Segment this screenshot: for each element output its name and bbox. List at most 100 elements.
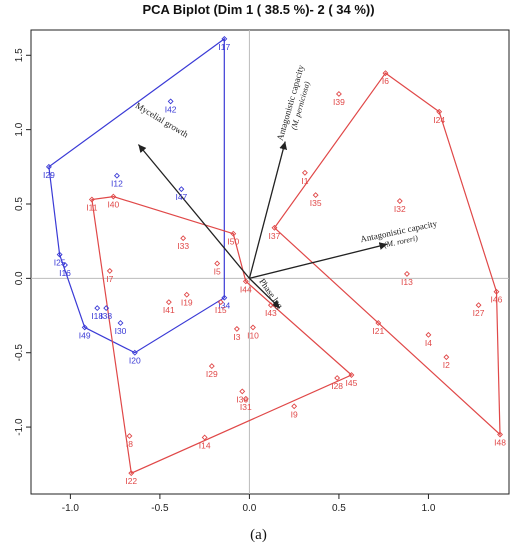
point-marker — [493, 288, 500, 295]
point-marker — [475, 302, 482, 309]
point-label: I21 — [372, 326, 384, 336]
group-3-hull — [273, 72, 501, 436]
point-marker — [221, 294, 228, 301]
arrow-4-label: Phase lag — [257, 277, 285, 311]
loading-arrows: Mycelial growth Antagonistic capacity(M. … — [134, 63, 439, 311]
x-tick-label: 1.0 — [421, 503, 435, 514]
point-marker — [375, 320, 382, 326]
point-label: I8 — [126, 439, 133, 449]
point-marker — [113, 172, 120, 179]
point-marker — [208, 363, 215, 370]
point-label: I20 — [129, 356, 141, 366]
x-tick-label: 0.0 — [242, 503, 256, 514]
point-marker — [242, 278, 249, 285]
point-label: I1 — [301, 176, 308, 186]
point-label: I11 — [86, 203, 97, 213]
point-label: I47 — [175, 192, 187, 202]
figure-caption: (a) — [250, 527, 267, 543]
point-marker — [242, 395, 249, 402]
point-label: I35 — [310, 198, 322, 208]
point-label: I31 — [240, 402, 252, 412]
arrow-1-label: Mycelial growth — [134, 100, 191, 140]
y-tick-label: 0.5 — [14, 197, 25, 211]
group-hulls — [48, 37, 501, 475]
point-label: I36 — [236, 394, 248, 404]
point-label: I5 — [214, 266, 221, 276]
chart-title: PCA Biplot (Dim 1 ( 38.5 %)- 2 ( 34 %)) — [142, 2, 375, 17]
point-label: I10 — [247, 330, 259, 340]
point-label: I17 — [218, 42, 230, 52]
point-marker — [382, 70, 389, 77]
point-label: I32 — [394, 204, 406, 214]
group-1-hull — [48, 37, 225, 354]
point-marker — [56, 251, 63, 258]
point-label: I29 — [206, 369, 218, 379]
point-marker — [443, 354, 450, 361]
point-marker — [110, 193, 117, 200]
point-marker — [291, 403, 298, 410]
point-marker — [425, 331, 432, 338]
point-marker — [165, 299, 172, 306]
point-marker — [117, 320, 124, 326]
point-marker — [88, 196, 95, 203]
point-label: I39 — [333, 97, 345, 107]
point-label: I6 — [382, 76, 389, 86]
point-label: I4 — [425, 338, 432, 348]
point-marker — [201, 434, 208, 441]
point-marker — [62, 262, 68, 268]
y-tick-label: 1.5 — [14, 48, 25, 62]
point-label: I13 — [401, 277, 413, 287]
point-marker — [396, 198, 403, 204]
y-tick-label: -0.5 — [14, 344, 25, 362]
point-label: I27 — [473, 308, 485, 318]
point-marker — [180, 235, 187, 242]
y-tick-label: 1.0 — [14, 122, 25, 136]
point-marker — [312, 192, 319, 199]
point-marker — [81, 324, 88, 331]
point-label: I43 — [265, 308, 277, 318]
point-label: I41 — [163, 305, 175, 315]
point-marker — [183, 291, 190, 298]
point-marker — [404, 270, 410, 277]
point-marker — [348, 372, 355, 378]
point-marker — [45, 163, 52, 170]
point-label: I2 — [443, 360, 450, 370]
point-label: I16 — [59, 268, 71, 278]
point-marker — [230, 230, 237, 237]
point-label: I50 — [227, 237, 239, 247]
point-label: I12 — [111, 179, 123, 189]
point-label: I14 — [199, 440, 211, 450]
x-tick-label: 0.5 — [332, 503, 346, 514]
group-2-hull — [91, 195, 353, 475]
y-tick-label: -1.0 — [14, 418, 25, 436]
point-label: I24 — [433, 115, 445, 125]
point-marker — [214, 260, 221, 267]
point-label: I46 — [491, 295, 503, 305]
point-label: I34 — [218, 301, 230, 311]
point-marker — [301, 169, 308, 176]
x-tick-label: -0.5 — [151, 503, 169, 514]
x-tick-label: -1.0 — [62, 503, 80, 514]
point-label: I18 — [91, 311, 103, 321]
arrow-4 — [248, 277, 281, 309]
point-marker — [271, 224, 278, 231]
point-marker — [436, 108, 443, 115]
point-label: I9 — [291, 409, 298, 419]
point-marker — [131, 349, 138, 356]
arrow-1 — [137, 144, 250, 279]
point-marker — [128, 470, 135, 477]
point-marker — [103, 305, 110, 312]
reference-lines — [31, 30, 509, 494]
point-marker — [221, 35, 228, 42]
arrow-2 — [248, 141, 288, 279]
point-label: I45 — [346, 378, 358, 388]
point-label: I3 — [233, 332, 240, 342]
x-axis-ticks: -1.0 -0.5 0.0 0.5 1.0 — [62, 494, 436, 514]
point-label: I30 — [115, 326, 127, 336]
point-marker — [94, 305, 101, 312]
point-label: I7 — [106, 274, 113, 284]
point-marker — [178, 186, 185, 193]
point-label: I48 — [494, 438, 506, 448]
point-marker — [239, 388, 246, 395]
